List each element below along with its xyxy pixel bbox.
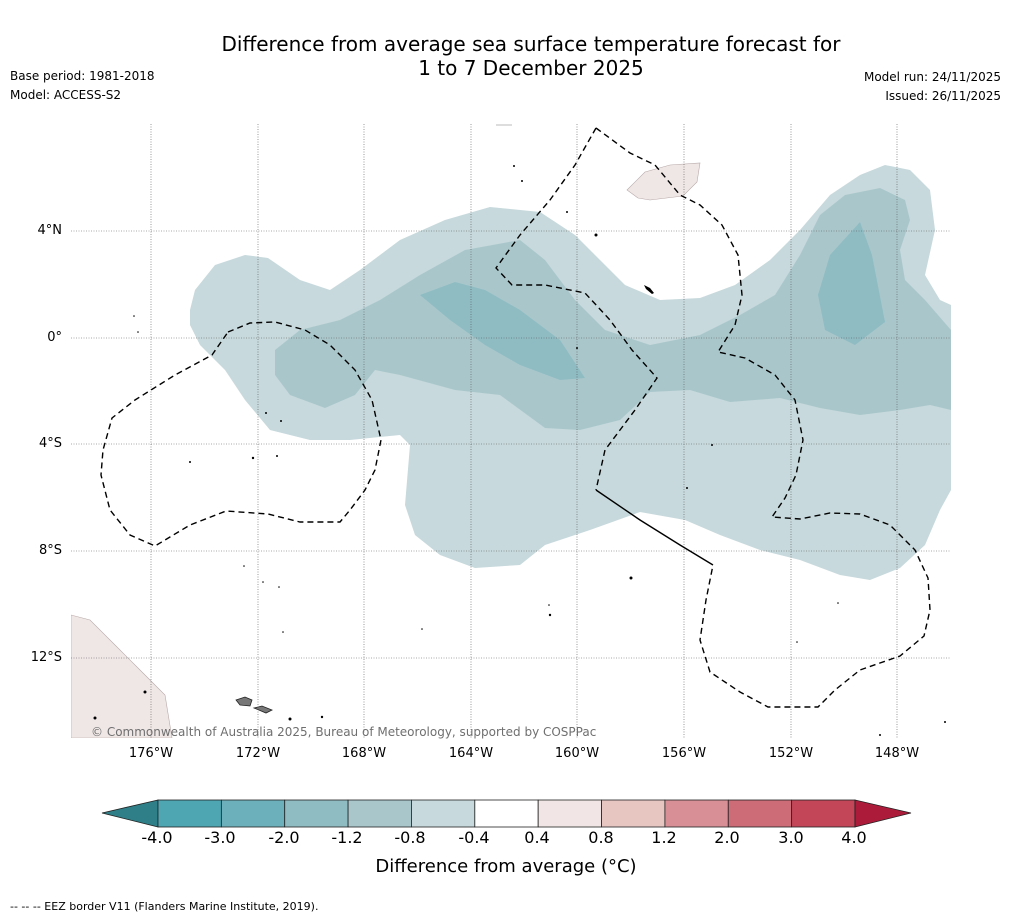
cb-tick-label: 4.0: [841, 828, 867, 847]
lon-label-152w: 152°W: [768, 746, 814, 761]
lon-label-160w: 160°W: [554, 746, 600, 761]
lat-label-8s: 8°S: [38, 543, 62, 558]
colorbar-over-arrow: [854, 799, 912, 828]
model-name: Model: ACCESS-S2: [10, 88, 122, 102]
colorbar-segment: [537, 799, 602, 828]
colorbar-segment: [601, 799, 666, 828]
lat-label-0: 0°: [47, 330, 62, 345]
island-samoa-1: [235, 696, 253, 707]
small-islands: [93, 165, 946, 736]
colorbar-under-arrow: [101, 799, 159, 828]
lon-label-172w: 172°W: [235, 746, 281, 761]
cb-tick-label: -3.0: [204, 828, 236, 847]
gridlines: [71, 124, 951, 738]
land-north: [626, 162, 701, 201]
eez-solid-boundary: [595, 489, 714, 566]
base-period: Base period: 1981-2018: [10, 69, 155, 83]
model-run: Model run: 24/11/2025: [863, 70, 1001, 84]
land-southwest: [71, 614, 173, 738]
cb-tick-label: 0.4: [524, 828, 550, 847]
title-line-2: 1 to 7 December 2025: [418, 56, 644, 80]
lon-label-164w: 164°W: [448, 746, 494, 761]
colorbar-segment: [664, 799, 729, 828]
title-line-1: Difference from average sea surface temp…: [221, 32, 841, 56]
cb-tick-label: 3.0: [778, 828, 804, 847]
lon-label-176w: 176°W: [128, 746, 174, 761]
lon-label-168w: 168°W: [341, 746, 387, 761]
issued-date: Issued: 26/11/2025: [885, 89, 1001, 103]
colorbar-segment: [791, 799, 856, 828]
lon-label-156w: 156°W: [661, 746, 707, 761]
colorbar-segment: [284, 799, 349, 828]
lat-label-4n: 4°N: [37, 223, 63, 238]
contour-band-dark-east: [818, 222, 885, 345]
cb-tick-label: 2.0: [714, 828, 740, 847]
cb-tick-label: -4.0: [141, 828, 173, 847]
eez-borders: [100, 127, 931, 708]
colorbar-title: Difference from average (°C): [375, 856, 637, 877]
colorbar: [101, 799, 912, 828]
cb-tick-label: -2.0: [268, 828, 300, 847]
colorbar-segment: [474, 799, 539, 828]
cb-tick-label: -1.2: [331, 828, 363, 847]
colorbar-segment: [727, 799, 793, 828]
lon-label-148w: 148°W: [874, 746, 920, 761]
colorbar-segment: [347, 799, 412, 828]
contour-band-medium: [275, 188, 951, 430]
cb-tick-label: -0.8: [394, 828, 426, 847]
colorbar-segment: [157, 799, 222, 828]
colorbar-segment: [411, 799, 476, 828]
cb-tick-label: 1.2: [651, 828, 677, 847]
colorbar-segment: [220, 799, 286, 828]
colorbar-segments: [157, 799, 856, 828]
lat-label-12s: 12°S: [30, 650, 62, 665]
cb-tick-label: -0.4: [458, 828, 490, 847]
copyright-notice: © Commonwealth of Australia 2025, Bureau…: [91, 725, 597, 739]
contour-band-dark-central: [420, 282, 585, 380]
lat-label-4s: 4°S: [38, 436, 62, 451]
island-samoa-2: [252, 705, 273, 714]
cb-tick-label: 0.8: [588, 828, 614, 847]
eez-footnote: -- -- -- EEZ border V11 (Flanders Marine…: [10, 900, 319, 913]
